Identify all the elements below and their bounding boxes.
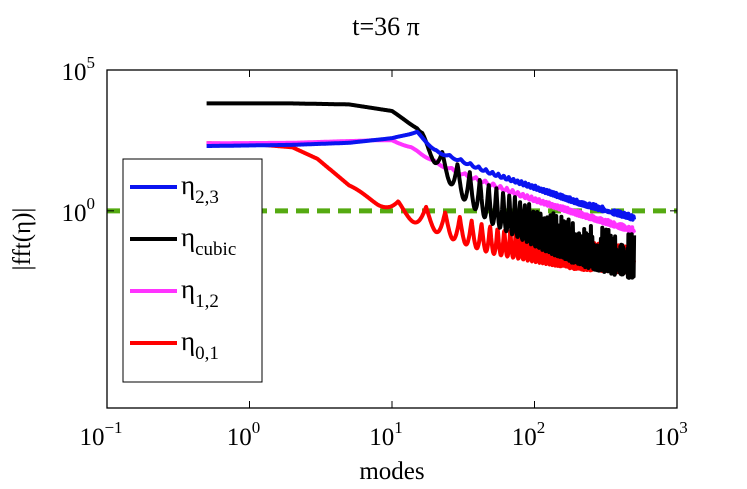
legend-label: ηcubic <box>181 222 236 260</box>
series-line-cubic <box>205 101 637 280</box>
y-axis-title: |fft(η)| <box>9 208 36 271</box>
x-tick-label: 103 <box>654 418 688 451</box>
chart-title: t=36 π <box>352 12 420 41</box>
y-tick-label: 100 <box>62 194 96 227</box>
y-tick-label: 105 <box>62 53 96 86</box>
x-tick-label: 100 <box>227 418 261 451</box>
ticks-layer: 10−1 100 101 102 103 100 105 <box>62 53 688 451</box>
series-line-2-3 <box>205 129 637 222</box>
series-layer <box>205 101 637 280</box>
x-tick-label: 101 <box>369 418 403 451</box>
legend: η2,3 ηcubic η1,2 η0,1 <box>122 158 263 383</box>
series-line-1-2 <box>205 138 637 235</box>
x-axis-title: modes <box>359 458 424 485</box>
legend-label: η0,1 <box>181 326 219 364</box>
x-tick-label: 102 <box>512 418 546 451</box>
legend-label: η1,2 <box>181 274 219 312</box>
legend-label: η2,3 <box>181 170 219 208</box>
x-tick-label: 10−1 <box>79 418 122 451</box>
